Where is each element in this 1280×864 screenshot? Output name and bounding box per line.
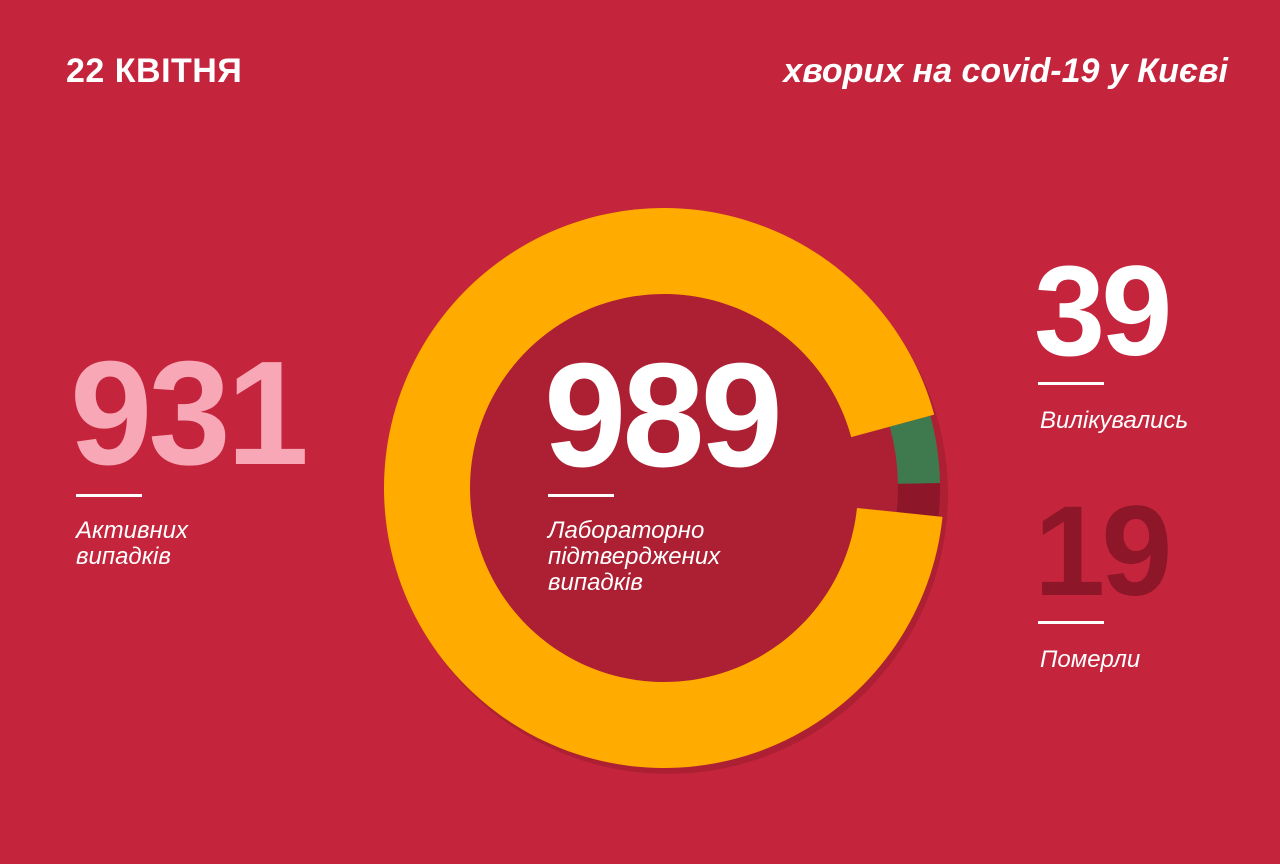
active-cases-label: Активних випадків (76, 517, 189, 570)
confirmed-cases-label: Лабораторно підтверджених випадків (548, 517, 721, 596)
headline: хворих на covid-19 у Києві (783, 52, 1228, 90)
active-divider (76, 494, 142, 497)
recovered-number: 39 (1034, 240, 1172, 383)
donut-slice-deaths (896, 483, 940, 517)
active-cases-number: 931 (70, 331, 309, 496)
deaths-divider (1038, 621, 1104, 624)
deaths-number: 19 (1034, 480, 1172, 623)
date-label: 22 КВІТНЯ (66, 52, 243, 90)
donut-slice-recovered (889, 415, 940, 484)
recovered-label: Вилікувались (1040, 407, 1189, 434)
confirmed-divider (548, 494, 614, 497)
recovered-divider (1038, 382, 1104, 385)
donut-slice-active (383, 207, 943, 769)
deaths-label: Померли (1040, 646, 1141, 673)
confirmed-cases-number: 989 (544, 333, 783, 498)
